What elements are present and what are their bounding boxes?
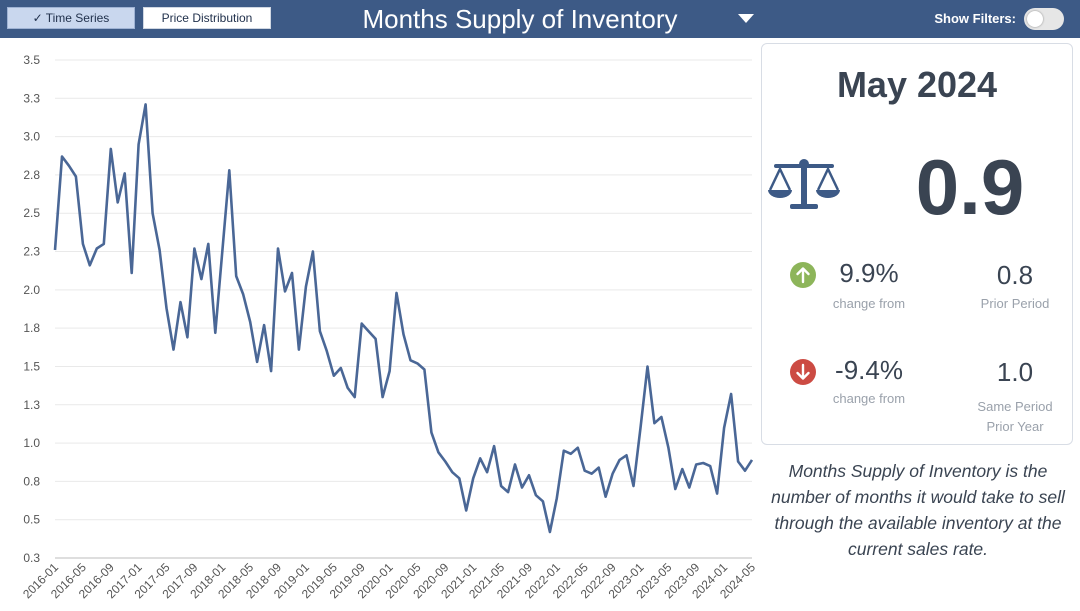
series-line — [53, 103, 754, 534]
y-tick-label: 2.5 — [23, 206, 40, 220]
y-tick-label: 2.3 — [23, 245, 40, 259]
y-tick-label: 0.8 — [23, 474, 40, 488]
arrow-up-icon — [790, 262, 816, 288]
summary-period: May 2024 — [836, 64, 998, 105]
change-year-label: change from — [832, 391, 906, 406]
y-tick-label: 3.0 — [23, 130, 40, 144]
chevron-down-icon[interactable] — [738, 14, 754, 23]
tab-price-distribution[interactable]: Price Distribution — [143, 7, 271, 29]
y-tick-label: 1.3 — [23, 398, 40, 412]
header-bar: ✓ Time Series Price Distribution Months S… — [0, 0, 1080, 38]
arrow-down-icon — [790, 359, 816, 385]
check-icon: ✓ — [32, 11, 43, 25]
summary-value: 0.9 — [915, 143, 1025, 231]
tab-time-series[interactable]: ✓ Time Series — [7, 7, 135, 29]
summary-card: May 2024 0.9 9.9% change from 0.8 Prior … — [761, 43, 1073, 445]
change-prior-label: change from — [832, 296, 906, 311]
prior-period-label: Prior Period — [980, 296, 1050, 311]
y-tick-label: 1.8 — [23, 321, 40, 335]
prior-period-value: 0.8 — [996, 260, 1034, 290]
show-filters-toggle[interactable] — [1024, 8, 1064, 30]
tab-time-series-label: Time Series — [45, 11, 110, 25]
y-tick-label: 3.5 — [23, 53, 40, 67]
prior-year-label-line1: Same Period — [977, 399, 1053, 414]
tab-price-distribution-label: Price Distribution — [161, 11, 253, 25]
y-tick-label: 3.3 — [23, 91, 40, 105]
y-tick-label: 1.5 — [23, 359, 40, 373]
change-prior-value: 9.9% — [839, 258, 899, 288]
page-title: Months Supply of Inventory — [362, 4, 678, 34]
scale-icon — [768, 159, 840, 209]
change-year-value: -9.4% — [835, 355, 903, 385]
prior-year-label-line2: Prior Year — [986, 419, 1044, 434]
y-tick-label: 0.3 — [23, 551, 40, 565]
prior-year-value: 1.0 — [996, 357, 1034, 387]
y-tick-label: 2.8 — [23, 168, 40, 182]
line-chart: 3.5 3.3 3.0 2.8 2.5 2.3 2.0 1.8 1.5 1.3 1.0 0.8 0.5 0… — [20, 53, 758, 601]
metric-description: Months Supply of Inventory is the number… — [771, 461, 1065, 559]
show-filters-label: Show Filters: — [934, 11, 1016, 26]
toggle-knob — [1027, 11, 1043, 27]
prior-year-label: Same Period Prior Year — [960, 397, 1070, 437]
y-tick-label: 1.0 — [23, 436, 40, 450]
y-tick-label: 0.5 — [23, 513, 40, 527]
y-tick-label: 2.0 — [23, 283, 40, 297]
